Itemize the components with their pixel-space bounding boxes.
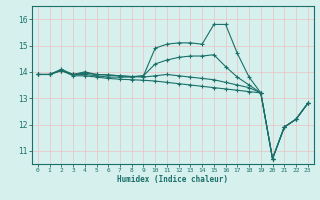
X-axis label: Humidex (Indice chaleur): Humidex (Indice chaleur) xyxy=(117,175,228,184)
